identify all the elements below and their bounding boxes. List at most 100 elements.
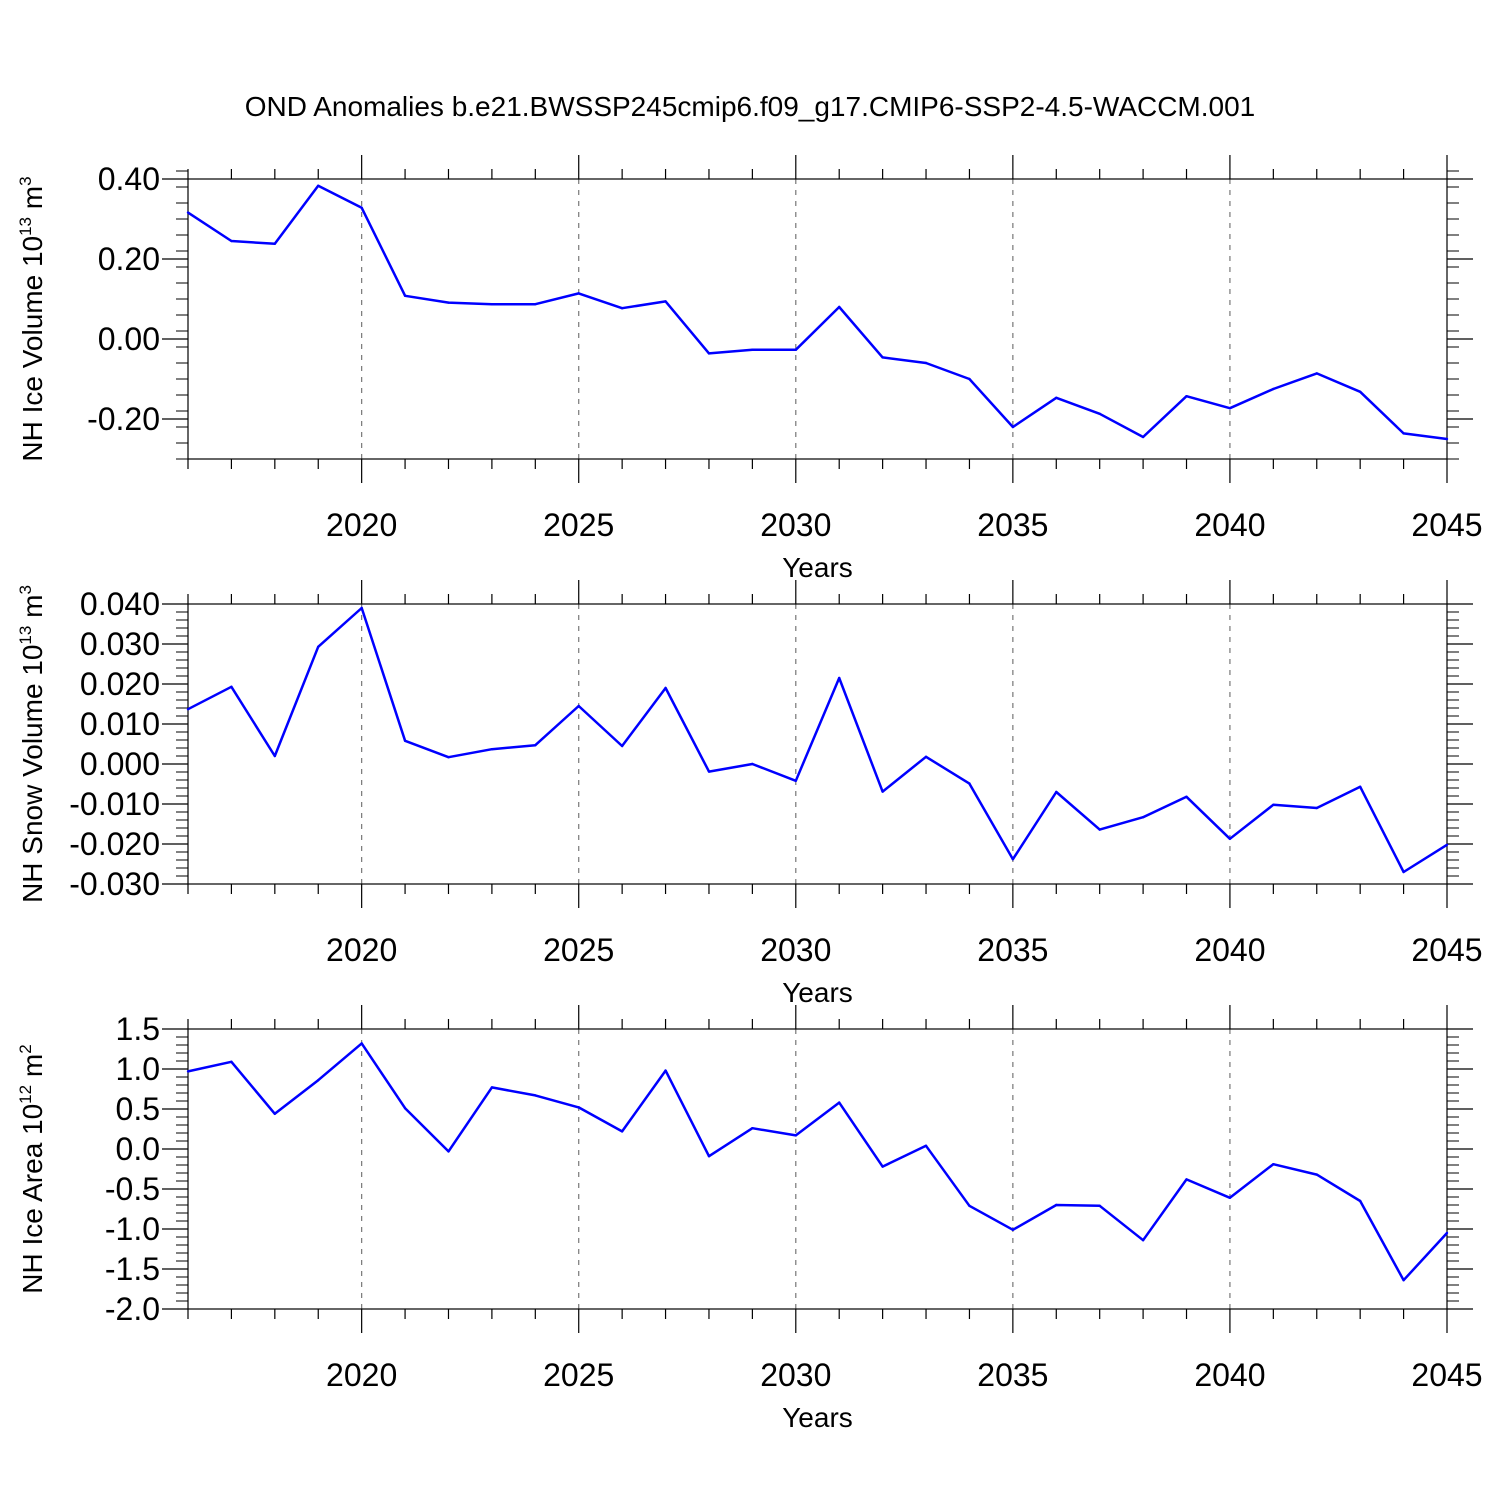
chart-panel-ice-volume: -0.20 0.00 0.20 0.40 2020 2025 2030 2035 2040 204… (16, 155, 1483, 583)
data-point (1402, 1279, 1405, 1282)
data-point (534, 303, 537, 306)
y-axis-label-text: NH Snow Volume 10 (17, 645, 48, 903)
x-tick-label: 2025 (543, 932, 614, 968)
x-tick-label: 2045 (1411, 1357, 1482, 1393)
plot-frame (187, 603, 1448, 885)
data-point (838, 676, 841, 680)
data-point (751, 762, 754, 766)
y-axis-label-exp: 12 (16, 1085, 35, 1104)
y-axis-label: NH Ice Area 1012 m2 (16, 1044, 48, 1293)
data-point (273, 242, 277, 245)
data-point (317, 645, 320, 648)
y-tick-label: -0.010 (69, 786, 160, 822)
data-point (1011, 858, 1015, 861)
data-point (534, 744, 537, 747)
data-point (1358, 1199, 1362, 1203)
data-point (403, 739, 407, 742)
data-point (534, 1094, 537, 1097)
data-point (620, 744, 624, 748)
y-axis-label-unit-exp: 3 (16, 176, 35, 185)
data-point (707, 352, 711, 355)
data-point (230, 1060, 233, 1064)
data-point (751, 1127, 754, 1130)
data-point (490, 1086, 494, 1089)
data-point (1445, 843, 1449, 846)
data-point (881, 356, 884, 359)
data-point (664, 686, 667, 690)
x-tick-label: 2045 (1411, 932, 1482, 968)
data-point (1402, 870, 1405, 874)
y-tick-label: -0.020 (69, 826, 160, 862)
x-tick-label: 2025 (543, 1357, 614, 1393)
data-point (577, 1106, 580, 1109)
data-point (186, 708, 190, 711)
data-point (1358, 390, 1362, 393)
x-tick-label: 2035 (977, 1357, 1048, 1393)
data-point (1445, 1231, 1449, 1235)
y-tick-label: 0.0 (116, 1131, 160, 1167)
data-point (1315, 806, 1318, 810)
plot-frame (187, 178, 1448, 460)
data-point (1011, 1228, 1015, 1232)
data-point (1228, 1196, 1232, 1200)
series-line (187, 606, 1448, 874)
y-tick-label: 1.5 (116, 1011, 160, 1047)
data-point (1098, 1204, 1101, 1208)
x-tick-label: 2045 (1411, 507, 1482, 543)
data-point (1185, 395, 1188, 398)
data-point (707, 1155, 711, 1158)
data-point (403, 1107, 407, 1110)
data-point (577, 704, 580, 708)
y-axis-label-text: NH Ice Area 10 (17, 1104, 48, 1294)
y-axis-label-unit: m (17, 595, 48, 626)
y-tick-label: -1.5 (105, 1251, 160, 1287)
y-tick-label: 0.000 (80, 746, 160, 782)
data-point (1055, 396, 1058, 399)
data-point (186, 1070, 190, 1073)
data-point (1272, 387, 1275, 391)
data-point (186, 211, 190, 214)
y-axis-label: NH Snow Volume 1013 m3 (16, 585, 48, 903)
data-point (968, 377, 971, 381)
data-point (230, 685, 233, 688)
y-tick-label: -2.0 (105, 1291, 160, 1327)
y-tick-label: -1.0 (105, 1211, 160, 1247)
data-point (577, 292, 580, 295)
y-tick-label: 0.00 (98, 321, 160, 357)
plot-frame (187, 1028, 1448, 1310)
data-point (317, 1079, 320, 1082)
data-point (794, 348, 797, 351)
figure-title: OND Anomalies b.e21.BWSSP245cmip6.f09_g1… (245, 91, 1256, 122)
data-point (1228, 407, 1232, 410)
chart-panel-ice-area: -2.0 -1.5 -1.0 -0.5 0.0 0.5 1.0 1.5 2020 2025 2030… (16, 1005, 1483, 1433)
x-axis-label: Years (782, 1402, 853, 1433)
y-axis-label: NH Ice Volume 1013 m3 (16, 176, 48, 461)
y-tick-label: 0.40 (98, 161, 160, 197)
y-axis-label-unit: m (17, 1054, 48, 1085)
data-point (1445, 437, 1449, 441)
y-axis-label-unit-exp: 2 (16, 1044, 35, 1053)
data-point (620, 307, 624, 310)
y-tick-label: 0.5 (116, 1091, 160, 1127)
x-tick-label: 2020 (326, 932, 397, 968)
data-point (1011, 425, 1015, 429)
x-tick-label: 2020 (326, 507, 397, 543)
x-tick-label: 2035 (977, 932, 1048, 968)
data-point (490, 748, 494, 751)
y-tick-label: 1.0 (116, 1051, 160, 1087)
data-point (924, 1144, 928, 1148)
y-tick-label: 0.040 (80, 586, 160, 622)
data-point (1185, 795, 1188, 798)
data-point (360, 606, 363, 610)
data-point (707, 770, 711, 773)
data-point (664, 1069, 667, 1072)
x-tick-label: 2040 (1194, 507, 1265, 543)
data-point (924, 755, 928, 758)
y-axis-label-text: NH Ice Volume 10 (17, 236, 48, 462)
y-axis-label-exp: 13 (16, 217, 35, 236)
x-tick-label: 2030 (760, 507, 831, 543)
data-point (273, 1112, 277, 1116)
x-axis-label: Years (782, 552, 853, 583)
x-axis-label: Years (782, 977, 853, 1008)
x-tick-label: 2025 (543, 507, 614, 543)
